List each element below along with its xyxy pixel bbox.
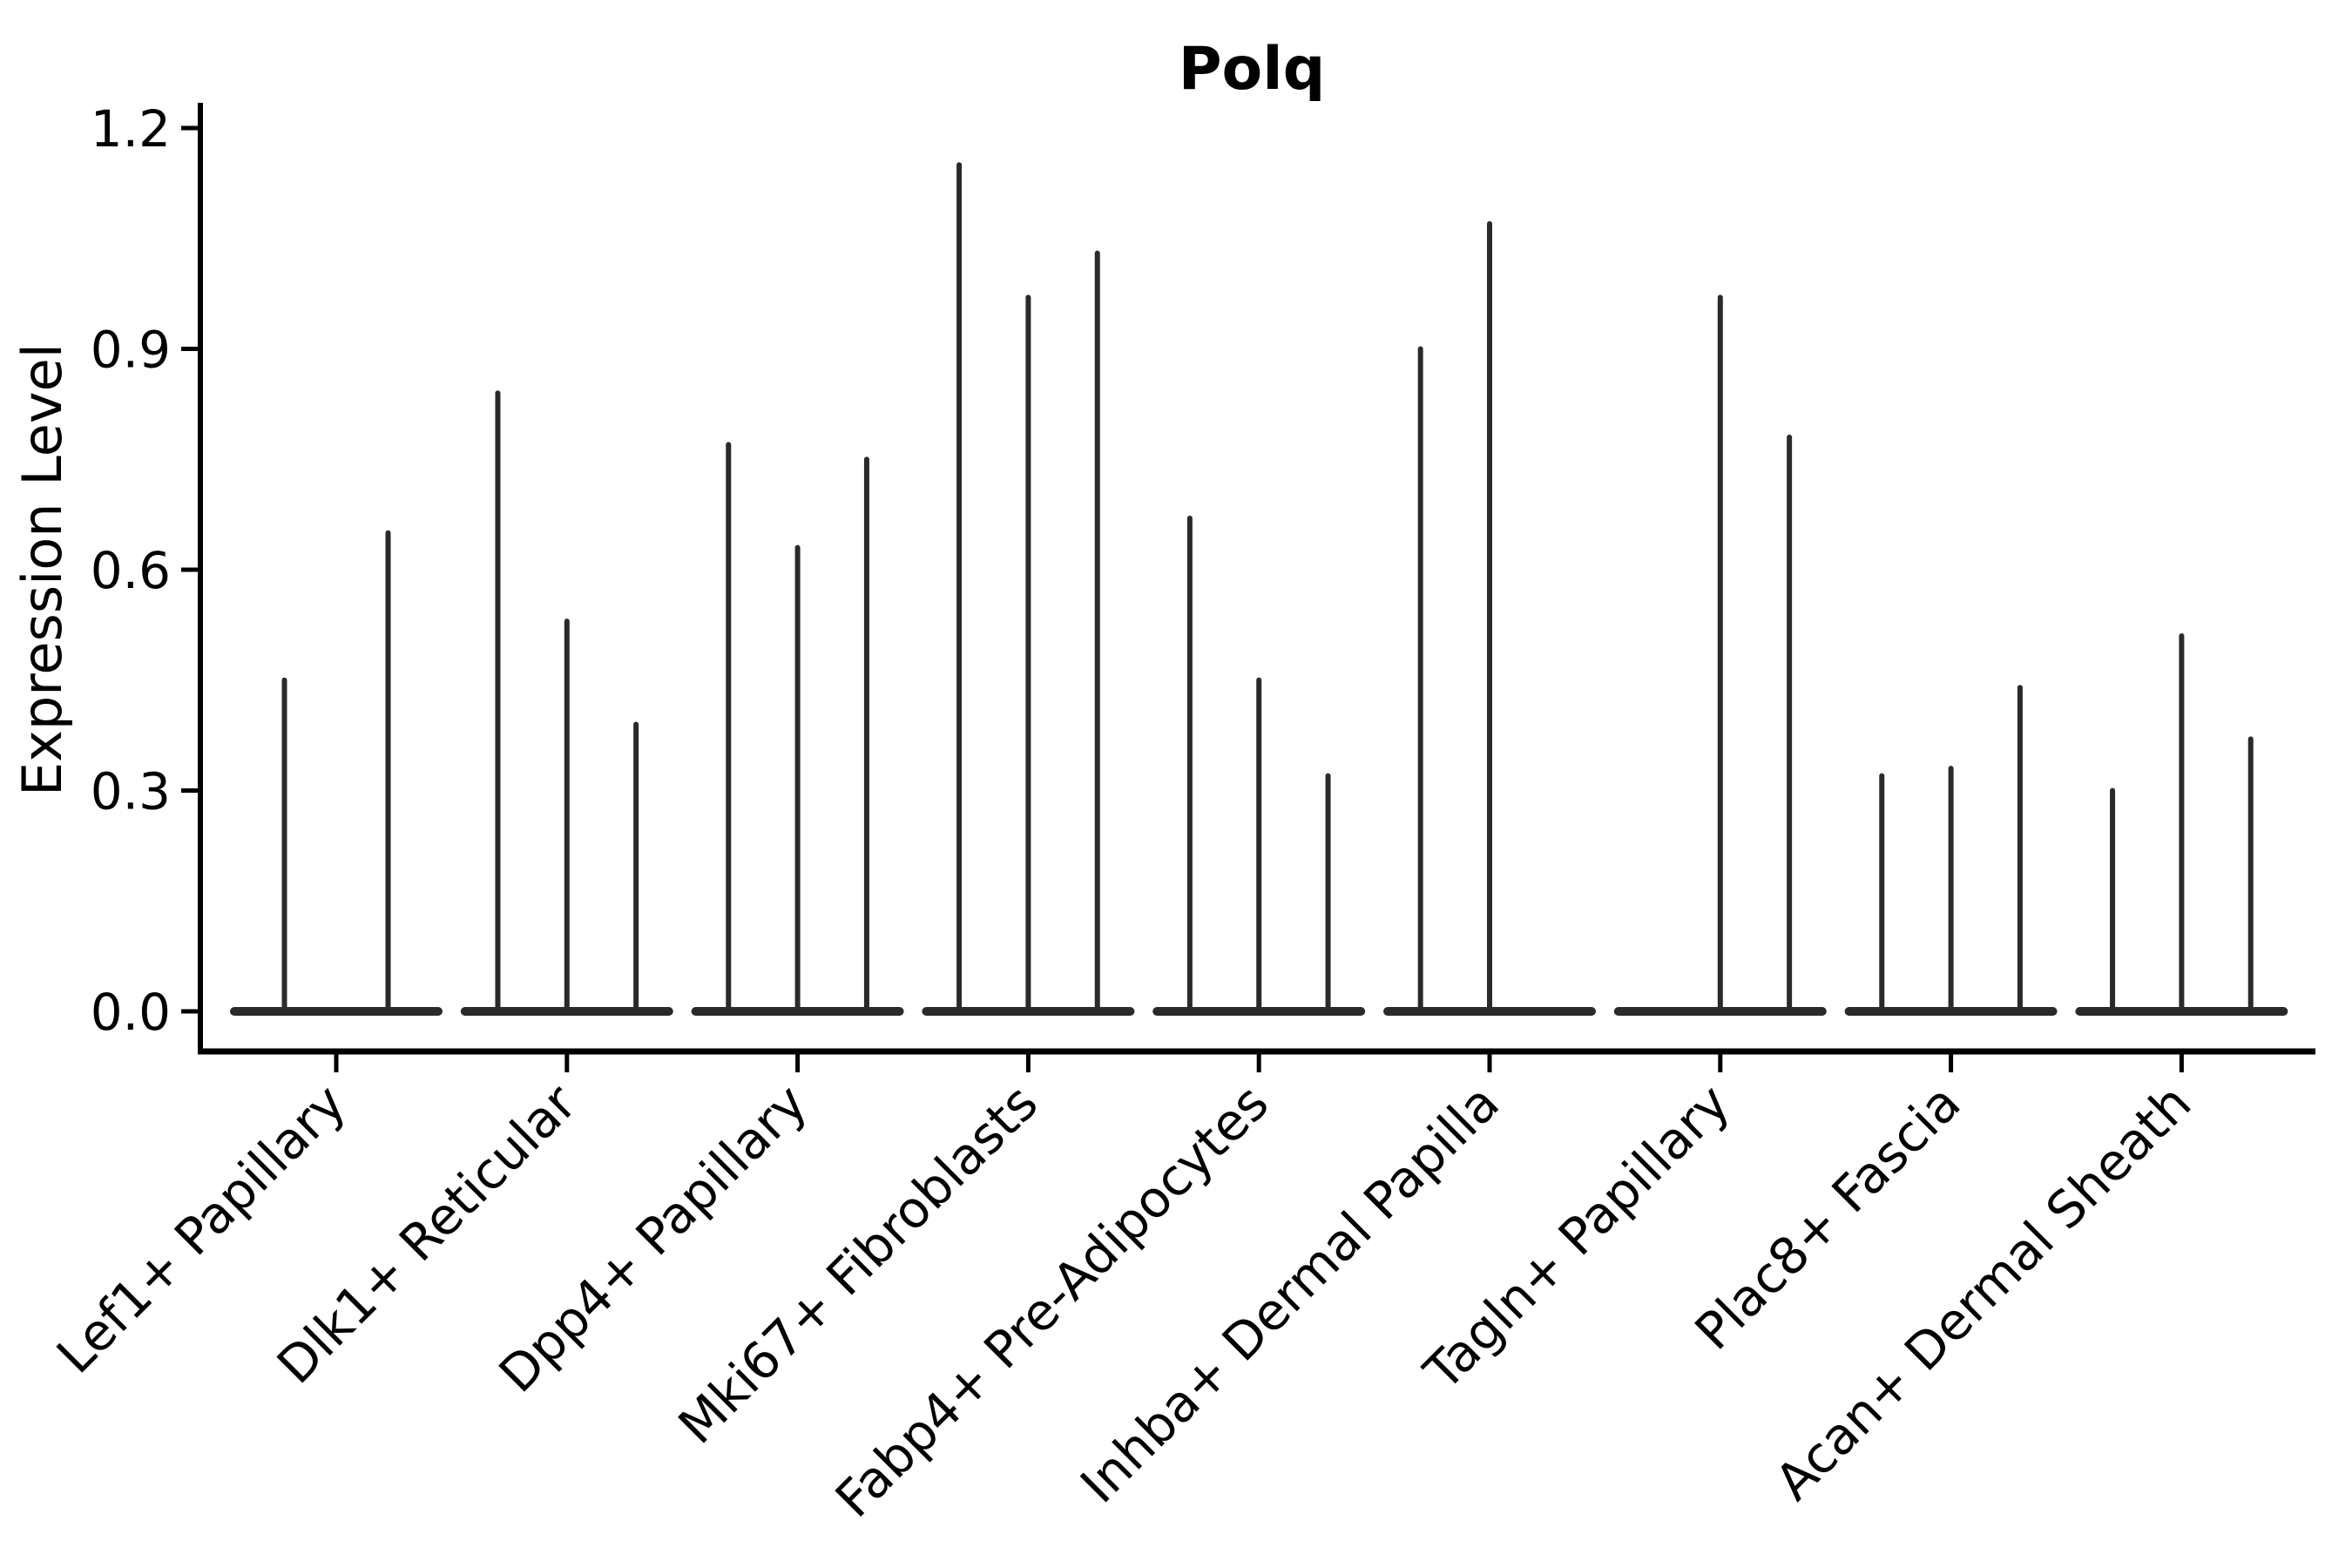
plot-title: Polq (1179, 35, 1326, 104)
x-tick-label: Fabp4+ Pre-Adipocytes (824, 1073, 1280, 1529)
y-axis-label: Expression Level (10, 343, 74, 796)
x-tick-label: Acan+ Dermal Sheath (1764, 1073, 2202, 1511)
y-tick-label: 0.0 (91, 983, 171, 1042)
x-tick-label: Inhba+ Dermal Papilla (1069, 1073, 1511, 1515)
y-tick-label: 0.3 (91, 762, 171, 821)
y-tick-label: 0.9 (91, 321, 171, 380)
y-tick-label: 0.6 (91, 541, 171, 600)
y-tick-label: 1.2 (91, 99, 171, 159)
